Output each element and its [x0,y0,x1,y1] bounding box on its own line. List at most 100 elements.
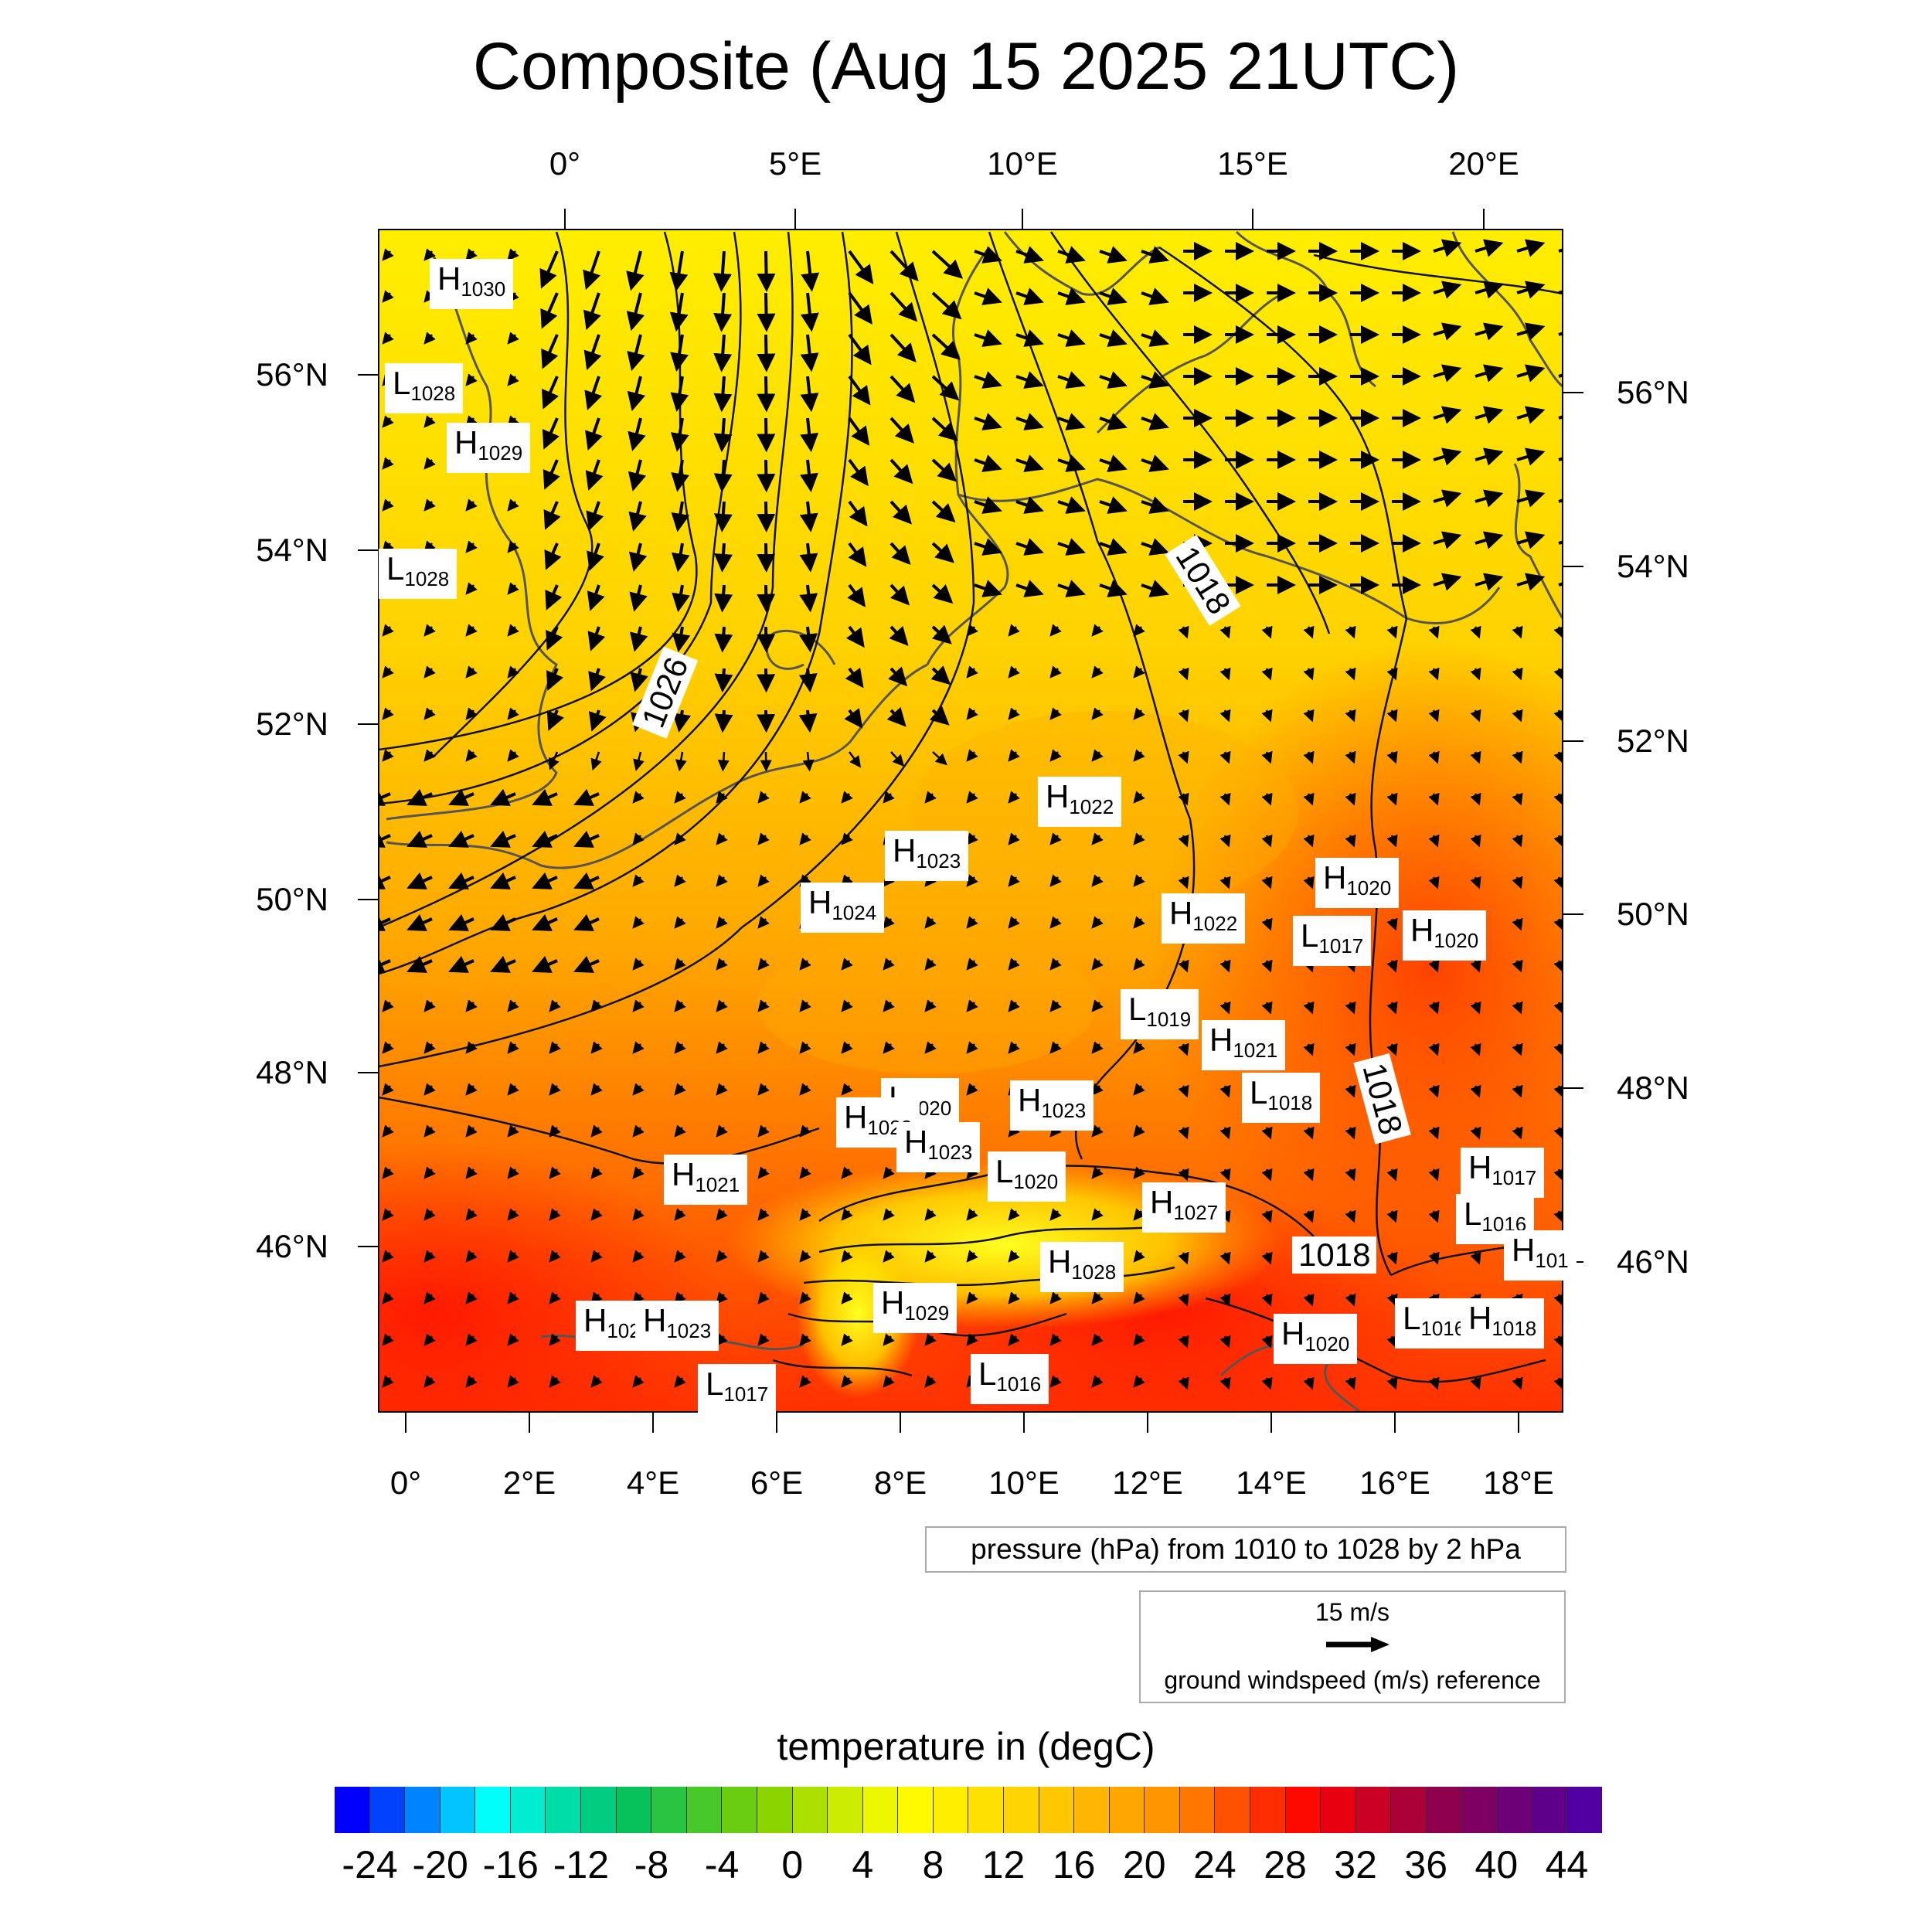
wind-arrow [382,1208,394,1221]
wind-arrow [507,1291,519,1304]
wind-arrow [1057,413,1086,430]
wind-arrow [1516,281,1546,299]
wind-arrow [1099,454,1128,472]
map-title: Composite (Aug 15 2025 21UTC) [472,29,1460,104]
wind-arrow [1428,1168,1440,1182]
wind-arrow [757,501,776,532]
wind-arrow [546,668,564,691]
wind-reference-legend: 15 m/s ground windspeed (m/s) reference [1139,1590,1566,1703]
wind-arrow [382,749,394,762]
wind-arrow [587,626,606,651]
bottom-lon-label: 14°E [1236,1464,1307,1501]
wind-arrow [716,999,728,1012]
wind-arrow [889,375,916,403]
wind-arrow [716,1083,728,1096]
wind-arrow [1133,1291,1145,1304]
tick-marks [358,209,1583,1433]
wind-arrow [1345,1168,1356,1182]
wind-arrow [1057,580,1086,597]
wind-arrow [1470,667,1481,681]
wind-arrow [1219,1335,1231,1349]
colorbar-cell [898,1787,934,1833]
wind-arrow [757,874,770,887]
wind-arrow [1470,792,1481,806]
wind-arrow [1008,1208,1020,1221]
wind-arrow [1178,709,1189,723]
wind-arrow [1516,573,1546,591]
wind-arrow [1049,1041,1062,1054]
wind-arrow [674,1124,686,1138]
wind-arrow [583,250,601,291]
colorbar-title: temperature in (degC) [777,1725,1155,1768]
colorbar-cell [1003,1787,1039,1833]
wind-arrow [590,1083,603,1096]
wind-arrow [632,791,645,804]
wind-arrow [1099,538,1128,556]
wind-arrow [1512,750,1523,764]
wind-arrow [716,916,728,929]
wind-arrow [889,583,910,606]
wind-arrow [382,1333,394,1346]
colorbar-cell [722,1787,757,1833]
wind-arrow [966,1041,978,1054]
wind-arrow [549,1375,561,1388]
wind-arrow [448,872,474,889]
wind-arrow [1428,750,1440,764]
wind-arrow [674,957,686,971]
wind-arrow [1015,496,1044,514]
wind-arrow [844,708,863,729]
wind-arrow [1057,538,1086,556]
wind-arrow [966,624,978,637]
wind-arrow [585,417,603,451]
wind-arrow [889,333,917,362]
wind-arrow [583,292,601,331]
pressure-center-label: H1021 [1202,1020,1286,1070]
wind-arrow [848,375,871,406]
wind-arrow [757,543,776,573]
wind-arrow [889,291,918,322]
top-lon-label: 20°E [1448,145,1519,182]
right-lat-label: 52°N [1617,723,1689,759]
wind-arrow [883,1333,895,1346]
pressure-center-label: H1030 [430,259,514,309]
wind-arrow [1015,580,1044,597]
wind-arrow [1470,1043,1481,1056]
wind-arrow [674,1083,686,1096]
colorbar [335,1787,1602,1833]
wind-arrow [548,751,560,770]
wind-arrow [966,916,978,929]
wind-arrow [841,1291,853,1304]
wind-arrow [966,1250,978,1263]
pressure-center-label: L1020 [988,1151,1066,1202]
wind-arrow [799,791,811,804]
wind-arrow [974,496,1002,514]
wind-arrow [1470,1084,1481,1098]
wind-arrow [1133,1166,1145,1179]
wind-arrow [1470,709,1481,723]
wind-arrow [924,791,937,804]
wind-arrow [1219,625,1231,639]
wind-arrow [1470,876,1481,889]
wind-arrow [541,334,559,369]
wind-arrow [465,540,478,553]
wind-arrow [1091,1083,1104,1096]
wind-arrow [799,1375,811,1388]
wind-arrow [717,751,730,772]
wind-arrow [532,913,558,931]
wind-arrow [931,333,961,360]
wind-arrow [966,707,978,720]
wind-arrow [490,830,516,848]
wind-arrow [802,751,815,772]
left-lat-label: 46°N [256,1228,328,1264]
wind-arrow [1057,287,1086,305]
wind-arrow [1345,750,1356,764]
left-lat-label: 50°N [256,881,328,917]
wind-arrow [1428,1043,1440,1056]
wind-arrow [1433,531,1462,549]
colorbar-cell [1321,1787,1356,1833]
wind-arrow [585,459,604,491]
wind-arrow [507,540,519,553]
wind-arrow [465,1166,478,1179]
wind-arrow [1219,1293,1231,1307]
wind-reference-speed: 15 m/s [1315,1598,1390,1626]
